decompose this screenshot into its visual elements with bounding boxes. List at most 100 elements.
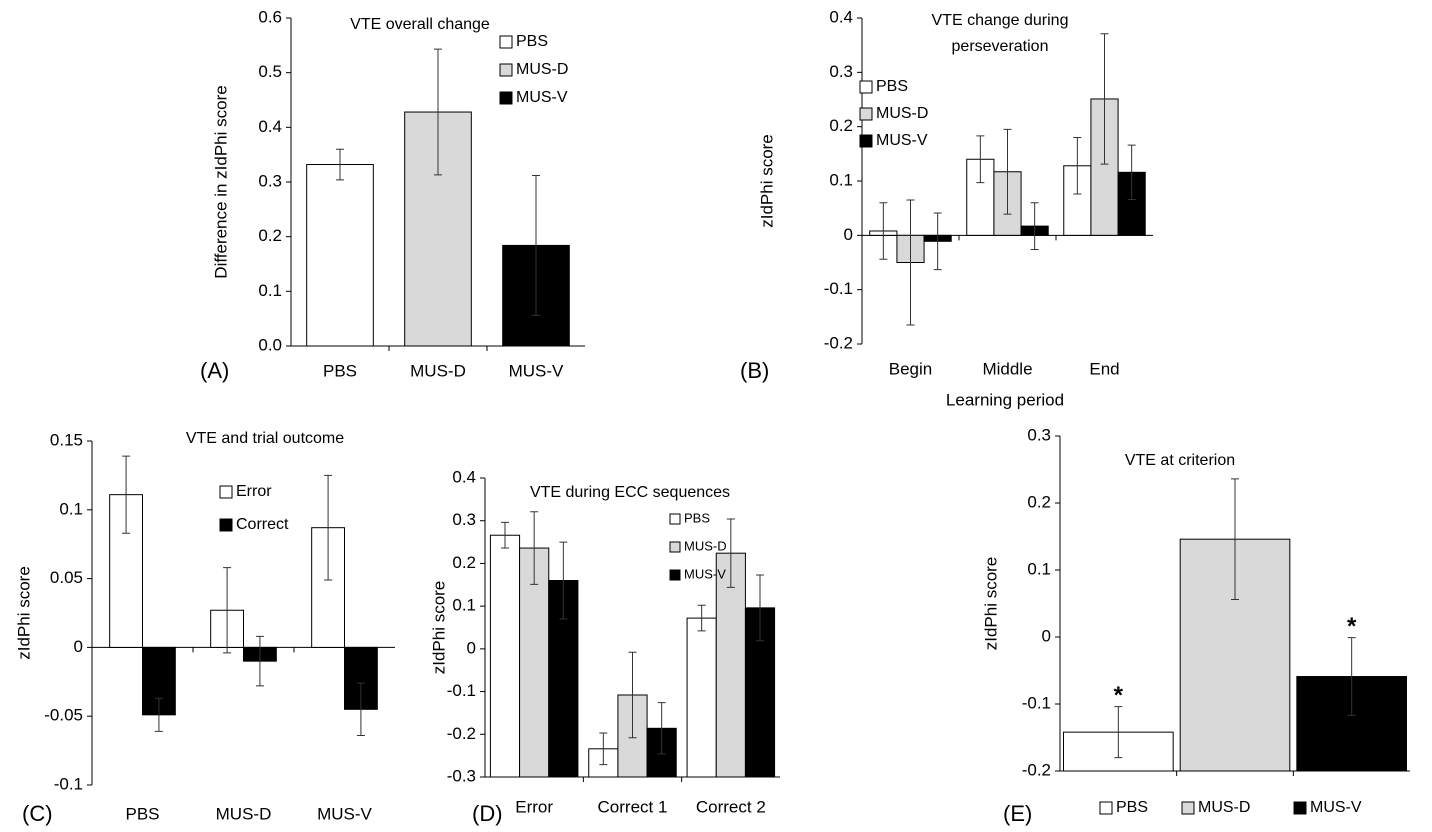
y-tick-label: 0.2 — [829, 116, 853, 135]
y-tick-label: -0.1 — [54, 774, 83, 793]
y-tick-label: -0.3 — [447, 766, 476, 785]
chart-title-text: VTE during ECC sequences — [529, 484, 731, 501]
x-tick-label: PBS — [125, 804, 159, 823]
y-tick-label: 0.4 — [829, 7, 853, 26]
error-bar — [532, 174, 540, 316]
y-tick-label: 0.1 — [1027, 559, 1051, 578]
chart-title: VTE during ECC sequences — [529, 484, 731, 501]
y-tick-label: 0 — [1042, 626, 1051, 645]
legend-label: PBS — [684, 510, 710, 525]
y-tick-label: -0.2 — [447, 724, 476, 743]
error-bar — [356, 682, 365, 736]
error-bar — [906, 199, 915, 326]
error-bar — [1003, 128, 1012, 215]
error-bar — [434, 48, 442, 176]
error-bar — [726, 518, 735, 588]
error-bar — [324, 474, 333, 581]
bar — [489, 534, 521, 778]
error-bar — [1030, 202, 1039, 250]
bar — [715, 552, 746, 778]
legend-label: MUS-D — [1198, 799, 1250, 816]
error-bar — [559, 541, 568, 620]
y-axis-label: zIdPhi score — [757, 134, 776, 228]
legend-label: PBS — [516, 33, 548, 50]
legend-swatch — [499, 63, 513, 77]
y-tick-label: 0.4 — [258, 117, 282, 136]
x-tick-label: Begin — [889, 359, 932, 378]
error-bar — [223, 567, 232, 654]
error-bar — [500, 521, 509, 549]
y-axis-label: zIdPhi score — [981, 557, 1000, 651]
x-axis-label: Learning period — [946, 390, 1064, 409]
chart-title-text: VTE and trial outcome — [185, 430, 345, 447]
legend-swatch — [669, 513, 681, 525]
error-bar — [1114, 706, 1123, 759]
y-axis-label: zIdPhi score — [429, 581, 448, 675]
panel-label: (A) — [200, 358, 229, 383]
legend-label: PBS — [876, 78, 908, 95]
error-bar — [657, 702, 666, 755]
y-tick-label: 0.1 — [258, 281, 282, 300]
legend-label: MUS-V — [684, 566, 726, 581]
x-tick-label: PBS — [323, 361, 357, 380]
error-bar — [1347, 637, 1356, 716]
legend-label: Correct — [236, 516, 289, 533]
y-tick-label: 0.15 — [50, 430, 83, 449]
chart-title-text: VTE at criterion — [1124, 452, 1236, 469]
panel-label: (E) — [1003, 801, 1032, 826]
error-bar — [628, 651, 637, 739]
error-bar — [879, 202, 888, 260]
bar — [686, 617, 717, 778]
chart-title-text: VTE change during perseveration — [931, 12, 1069, 55]
legend-swatch — [499, 91, 513, 105]
y-tick-label: 0.4 — [452, 467, 476, 486]
legend-label: MUS-D — [516, 61, 568, 78]
error-bar — [1127, 144, 1136, 200]
error-bar — [1073, 137, 1082, 195]
error-bar — [599, 732, 608, 766]
panel-label: (C) — [22, 801, 53, 826]
legend-label: PBS — [1116, 799, 1148, 816]
chart-title: VTE and trial outcome — [185, 430, 345, 447]
y-tick-label: 0.6 — [258, 7, 282, 26]
legend-swatch — [859, 107, 873, 121]
legend-label: MUS-D — [876, 105, 928, 122]
y-tick-label: -0.1 — [824, 279, 853, 298]
significance-marker: * — [356, 659, 366, 686]
x-tick-label: Middle — [982, 359, 1032, 378]
y-tick-label: 0.1 — [452, 596, 476, 615]
y-axis-label: zIdPhi score — [14, 566, 33, 660]
legend-swatch — [219, 518, 233, 532]
error-bar — [1231, 478, 1239, 600]
bar — [306, 164, 374, 347]
y-tick-label: 0.3 — [452, 510, 476, 529]
error-bar — [122, 455, 131, 534]
panel-label: (D) — [472, 801, 503, 826]
chart-title-text: VTE overall change — [350, 16, 490, 33]
x-tick-label: Error — [515, 797, 553, 816]
legend-swatch — [1099, 801, 1113, 815]
y-tick-label: 0.0 — [258, 335, 282, 354]
significance-marker: * — [1347, 613, 1357, 640]
y-tick-label: -0.2 — [1022, 760, 1051, 779]
y-tick-label: -0.05 — [44, 706, 83, 725]
error-bar — [933, 212, 942, 271]
y-tick-label: 0.3 — [258, 171, 282, 190]
legend-swatch — [1293, 801, 1307, 815]
x-tick-label: Correct 2 — [696, 797, 766, 816]
legend-swatch — [669, 541, 681, 553]
y-tick-label: 0.5 — [258, 62, 282, 81]
significance-marker: * — [154, 674, 164, 701]
y-tick-label: 0.1 — [59, 499, 83, 518]
legend-swatch — [499, 35, 513, 49]
y-tick-label: 0.2 — [258, 226, 282, 245]
legend-swatch — [859, 134, 873, 148]
y-tick-label: 0.2 — [452, 553, 476, 572]
x-tick-label: End — [1089, 359, 1119, 378]
y-tick-label: 0.1 — [829, 170, 853, 189]
chart-title: VTE change during perseveration — [931, 12, 1069, 55]
y-tick-label: 0.3 — [1027, 425, 1051, 444]
legend-swatch — [219, 485, 233, 499]
error-bar — [154, 697, 163, 732]
